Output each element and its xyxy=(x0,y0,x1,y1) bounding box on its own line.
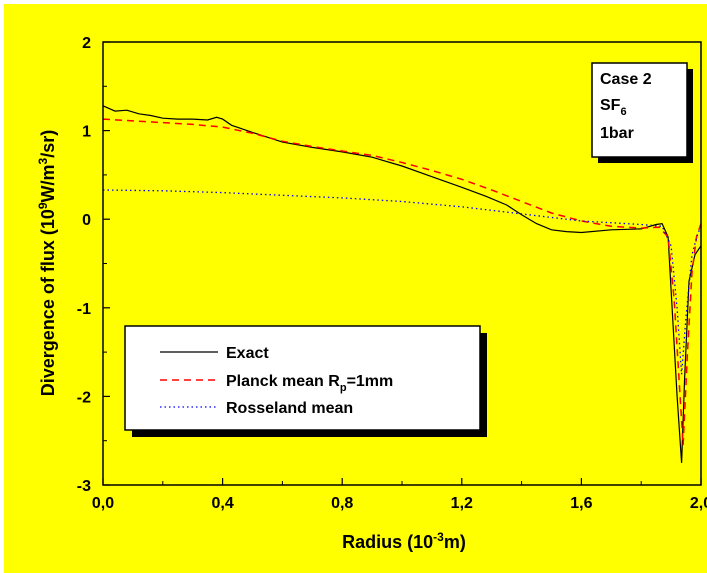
case-annotation: Case 2 SF6 1bar xyxy=(591,62,693,163)
legend-box xyxy=(124,325,481,431)
series-line-rosseland xyxy=(102,189,702,375)
pressure-label: 1bar xyxy=(600,125,634,142)
y-axis-title: Divergence of flux (109W/m3/sr) xyxy=(36,130,58,396)
gas-label: SF6 xyxy=(600,97,627,118)
x-tick-label: 0,8 xyxy=(331,495,353,512)
y-tick-label: -1 xyxy=(77,301,91,318)
series-layer xyxy=(102,105,702,463)
y-tick-label: 0 xyxy=(82,212,91,229)
x-tick-label: 1,6 xyxy=(570,495,592,512)
case-label: Case 2 xyxy=(600,71,652,88)
y-tick-label: -2 xyxy=(77,389,91,406)
x-axis-title: Radius (10-3m) xyxy=(342,530,466,552)
legend-label-rosseland: Rosseland mean xyxy=(226,400,353,417)
x-tick-label: 1,2 xyxy=(451,495,473,512)
y-tick-label: 1 xyxy=(82,124,91,141)
x-tick-label: 0,4 xyxy=(211,495,233,512)
legend-label-exact: Exact xyxy=(226,345,269,362)
legend-label-planck: Planck mean Rp=1mm xyxy=(226,373,393,394)
x-tick-label: 2,0 xyxy=(690,495,707,512)
case-annotation-box xyxy=(591,62,688,158)
x-tick-label: 0,0 xyxy=(92,495,114,512)
series-line-exact xyxy=(102,105,702,463)
y-tick-label: 2 xyxy=(82,35,91,52)
legend: Exact Planck mean Rp=1mm Rosseland mean xyxy=(124,325,487,437)
series-line-planck xyxy=(102,118,702,446)
ticks-layer: 0,0 0,4 0,8 1,2 1,6 2,0 2 1 0 -1 -2 -3 xyxy=(77,35,707,512)
y-tick-label: -3 xyxy=(77,478,91,495)
